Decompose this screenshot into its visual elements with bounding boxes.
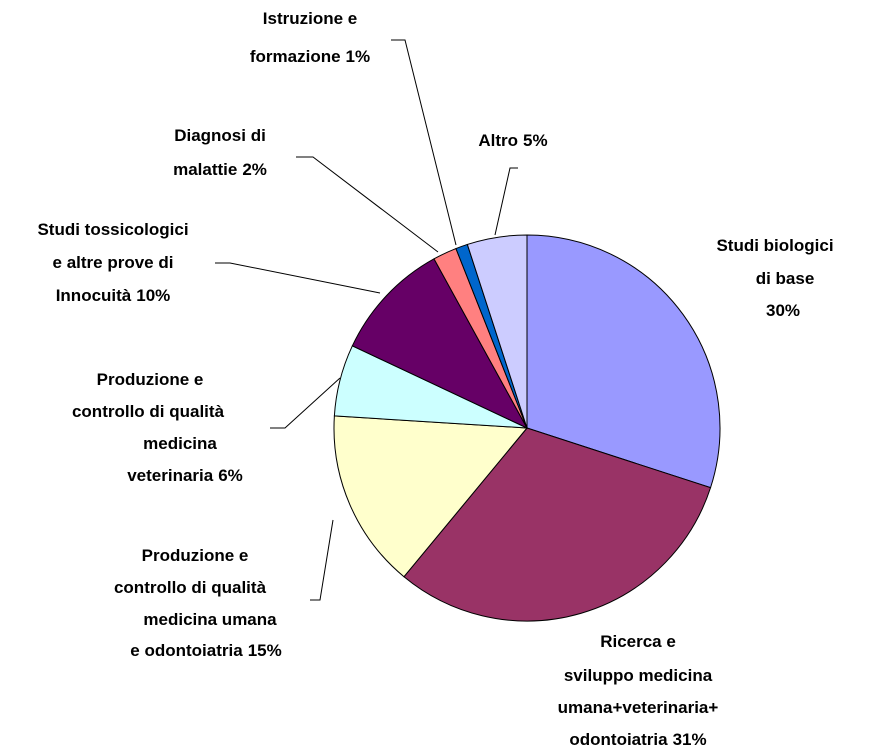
label-line: Studi biologici [716, 236, 833, 255]
value-label: 1% [346, 47, 371, 66]
value-label: 5% [523, 131, 548, 150]
label-line: Produzione e [97, 370, 204, 389]
category-name: sviluppo medicina [564, 666, 713, 685]
label-line: odontoiatria 31% [569, 730, 706, 747]
category-name: Produzione e [142, 546, 249, 565]
pie-slice [466, 234, 528, 429]
category-name: umana+veterinaria+ [558, 698, 719, 717]
label-line: Ricerca e [600, 632, 676, 651]
label-line: Altro 5% [478, 131, 547, 150]
leader-line [296, 156, 439, 253]
label-line: Diagnosi di [174, 126, 266, 145]
slice-label: Altro 5% [478, 131, 547, 150]
slice-label: Studi biologici di base 30% [716, 236, 833, 320]
value-label: 2% [242, 160, 267, 179]
label-line: controllo di qualità [72, 402, 225, 421]
category-name: Altro [478, 131, 518, 150]
category-name: malattie [173, 160, 237, 179]
category-name: medicina umana [143, 610, 277, 629]
label-line: di base [756, 269, 815, 288]
leader-line [270, 377, 341, 429]
category-name: Studi biologici [716, 236, 833, 255]
label-line: sviluppo medicina [564, 666, 713, 685]
label-line: formazione 1% [250, 47, 370, 66]
leader-line [494, 167, 518, 236]
category-name: Produzione e [97, 370, 204, 389]
slice-label: Diagnosi di malattie 2% [173, 126, 267, 179]
value-label: 6% [218, 466, 243, 485]
category-name: di base [756, 269, 815, 288]
slice-label: Produzione e controllo di qualità medicina… [72, 370, 243, 485]
pie-slice [403, 427, 712, 622]
slice-label: Ricerca e sviluppo medicina umana+veterina… [558, 632, 719, 747]
category-name: Innocuità [56, 286, 132, 305]
category-name: Ricerca e [600, 632, 676, 651]
category-name: e odontoiatria [130, 641, 243, 660]
category-name: Studi tossicologici [37, 220, 188, 239]
label-line: 30% [766, 301, 800, 320]
label-line: controllo di qualità [114, 578, 267, 597]
label-line: Produzione e [142, 546, 249, 565]
value-label: 31% [673, 730, 707, 747]
category-name: Istruzione e [263, 9, 357, 28]
value-label: 10% [136, 286, 170, 305]
label-line: e altre prove di [53, 253, 174, 272]
label-line: Studi tossicologici [37, 220, 188, 239]
pie-slice [526, 234, 721, 489]
label-line: e odontoiatria 15% [130, 641, 281, 660]
category-name: Diagnosi di [174, 126, 266, 145]
category-name: e altre prove di [53, 253, 174, 272]
slice-label: Produzione e controllo di qualità medicina… [114, 546, 282, 660]
value-label: 15% [248, 641, 282, 660]
leader-line [310, 519, 334, 601]
slice-label: Istruzione e formazione 1% [250, 9, 370, 66]
label-line: Innocuità 10% [56, 286, 171, 305]
label-line: medicina umana [143, 610, 277, 629]
leader-line [215, 262, 381, 294]
label-line: umana+veterinaria+ [558, 698, 719, 717]
category-name: controllo di qualità [72, 402, 225, 421]
label-line: medicina [143, 434, 217, 453]
value-label: 30% [766, 301, 800, 320]
category-name: formazione [250, 47, 341, 66]
category-name: odontoiatria [569, 730, 668, 747]
leader-line [391, 39, 457, 246]
label-line: veterinaria 6% [127, 466, 243, 485]
pie-slice [333, 415, 529, 578]
pie-slice [351, 258, 529, 430]
category-name: medicina [143, 434, 217, 453]
label-line: malattie 2% [173, 160, 267, 179]
category-name: controllo di qualità [114, 578, 267, 597]
label-line: Istruzione e [263, 9, 357, 28]
category-name: veterinaria [127, 466, 214, 485]
slice-label: Studi tossicologici e altre prove di Innoc… [37, 220, 188, 305]
